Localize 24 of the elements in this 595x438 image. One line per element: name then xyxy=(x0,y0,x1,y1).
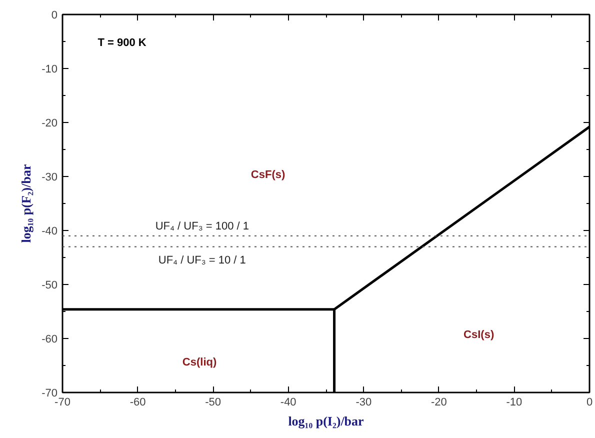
y-tick-label: -60 xyxy=(42,334,58,346)
annotation: UF₄ / UF₃ = 10 / 1 xyxy=(158,254,246,267)
x-tick-label: -70 xyxy=(54,396,70,408)
x-tick-label: -40 xyxy=(280,396,296,408)
y-tick-label: -10 xyxy=(42,64,58,76)
y-tick-label: -40 xyxy=(42,226,58,238)
annotation: CsF(s) xyxy=(250,168,286,181)
y-tick-label: -30 xyxy=(42,172,58,184)
x-tick-label: -20 xyxy=(430,396,447,408)
annotation: Cs(liq) xyxy=(182,356,217,369)
y-tick-label: -20 xyxy=(42,118,58,130)
annotation: UF₄ / UF₃ = 100 / 1 xyxy=(155,220,249,232)
annotation: T = 900 K xyxy=(98,36,146,49)
x-tick-label: -30 xyxy=(356,396,372,408)
y-tick-label: -50 xyxy=(42,280,58,292)
annotation: CsI(s) xyxy=(464,329,494,342)
x-tick-label: 0 xyxy=(586,396,593,408)
x-axis-title: log₁₀ p(I₂)/bar xyxy=(288,414,364,428)
y-tick-label: 0 xyxy=(51,10,58,22)
x-tick-label: -60 xyxy=(130,396,146,408)
x-tick-label: -50 xyxy=(205,396,222,408)
y-tick-label: -70 xyxy=(42,388,58,400)
y-axis-title: log₁₀ p(F₂)/bar xyxy=(18,164,34,243)
x-tick-label: -10 xyxy=(506,396,522,408)
